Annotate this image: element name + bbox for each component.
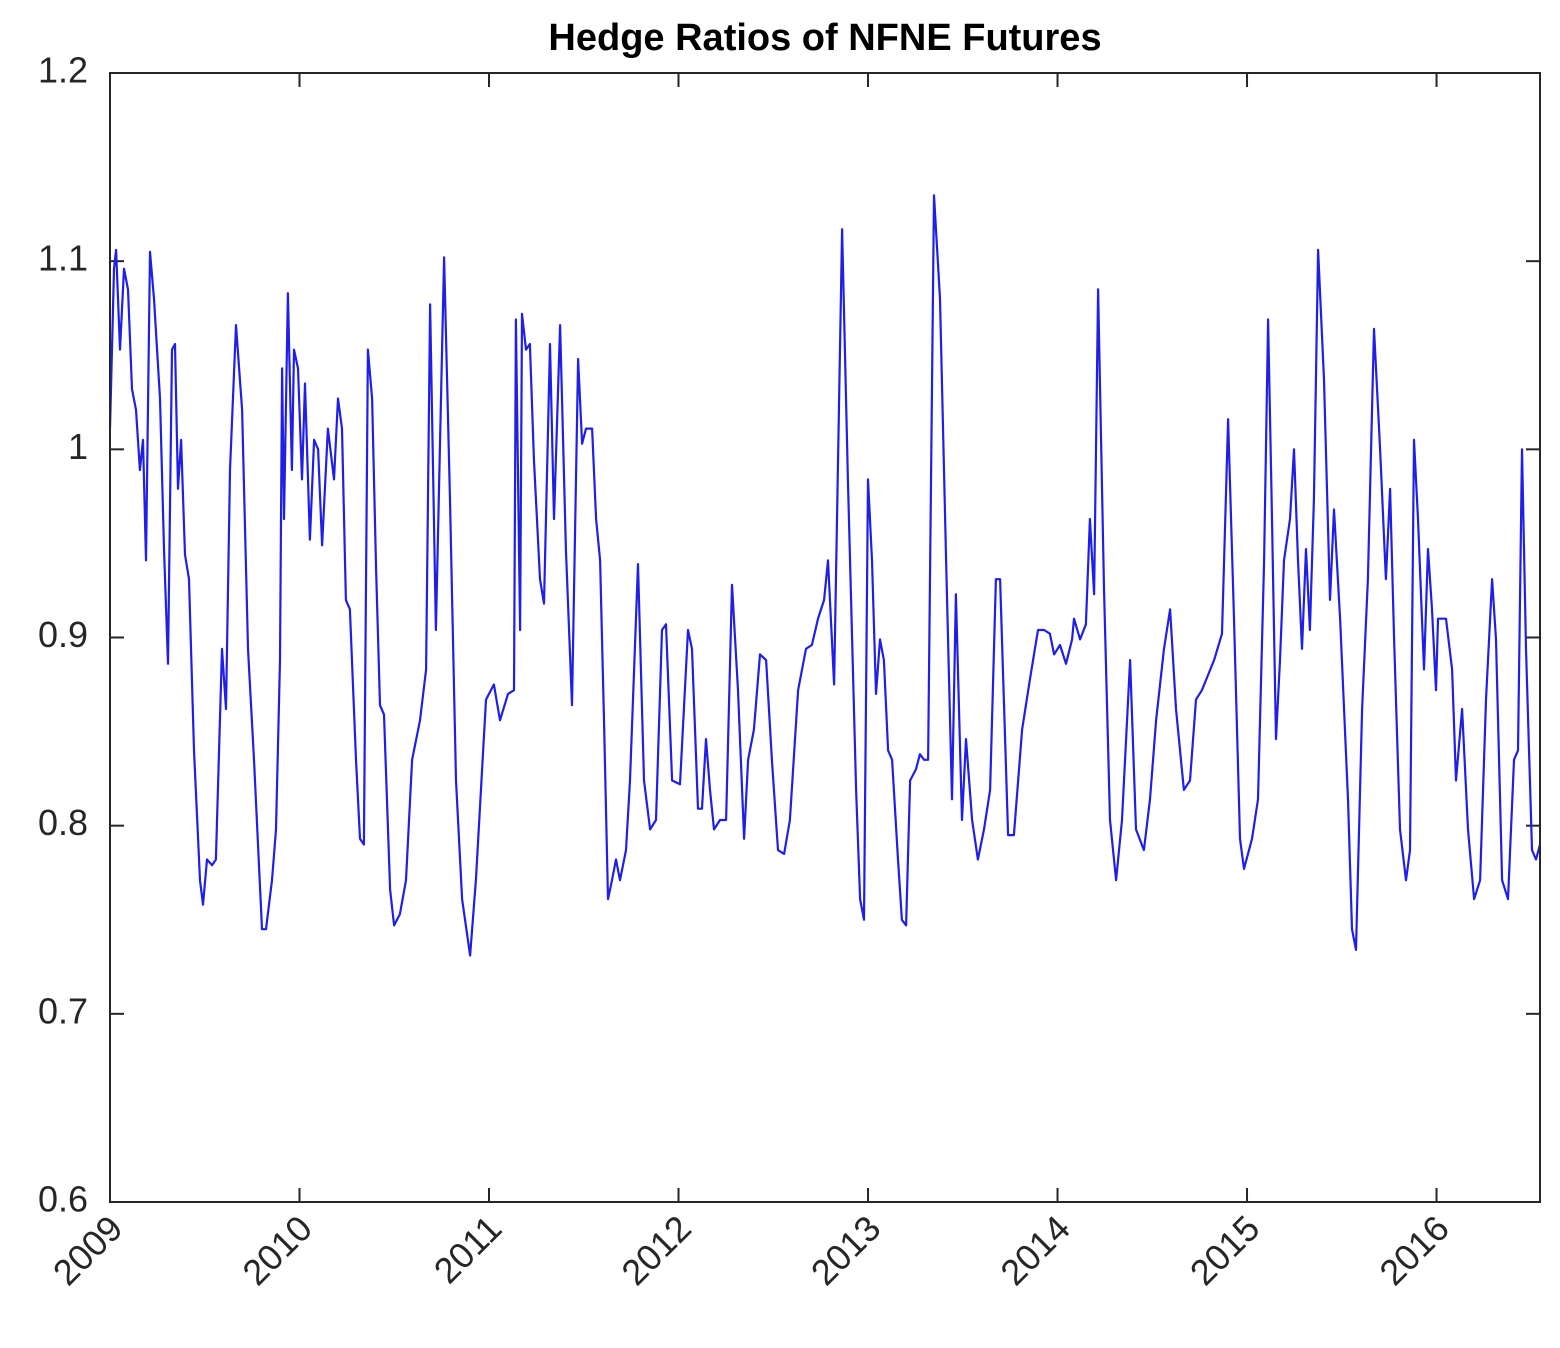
y-tick-label: 1.1 [38,238,88,279]
x-tick-label: 2013 [803,1207,889,1293]
x-tick-label: 2014 [992,1207,1078,1293]
x-tick-label: 2011 [426,1207,510,1291]
y-tick-label: 0.9 [38,614,88,655]
plot-frame [109,72,1541,1203]
x-tick-label: 2010 [234,1207,320,1293]
x-tick-label: 2009 [45,1207,131,1293]
x-tick-label: 2012 [613,1207,699,1293]
y-tick-label: 1.2 [38,50,88,91]
y-tick-label: 1 [68,426,88,467]
data-line [108,194,1542,957]
chart-title: Hedge Ratios of NFNE Futures [548,17,1101,59]
x-tick-label: 2016 [1371,1207,1457,1293]
y-tick-label: 0.6 [38,1179,88,1220]
x-tick-label: 2015 [1182,1207,1268,1293]
y-tick-label: 0.7 [38,990,88,1031]
y-tick-label: 0.8 [38,802,88,843]
